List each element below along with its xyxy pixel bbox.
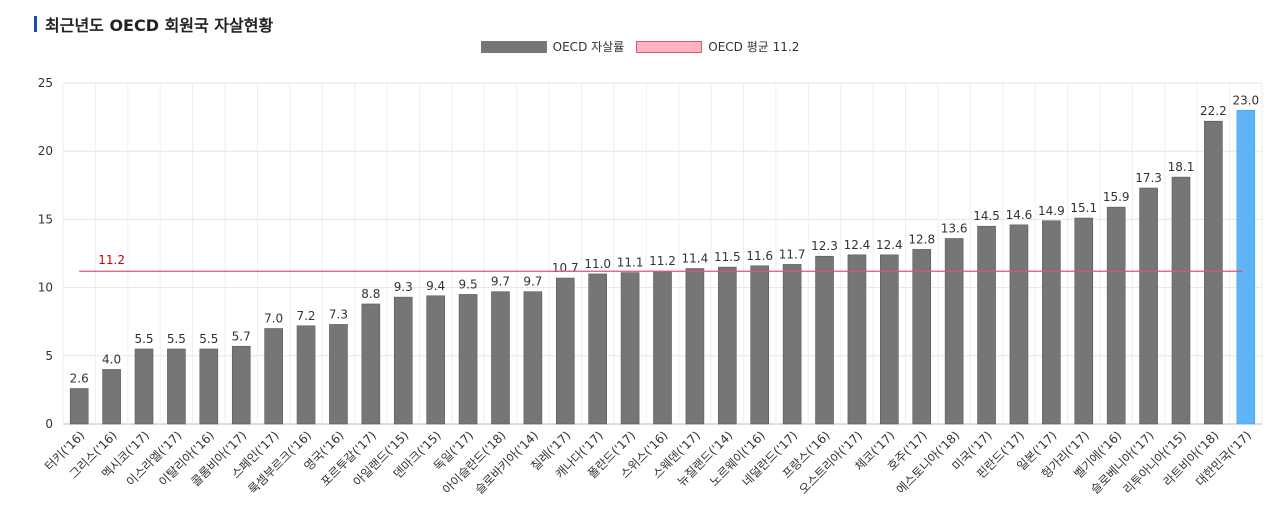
bar-value-label: 11.1 [617,256,644,270]
bar[interactable] [718,266,737,425]
bar[interactable] [102,369,121,425]
bar-value-label: 9.5 [459,277,478,291]
y-tick-label: 5 [45,349,53,363]
bar-value-label: 14.6 [1006,208,1033,222]
bar[interactable] [167,348,186,425]
bar-value-label: 10.7 [552,261,579,275]
bar[interactable] [620,272,640,425]
bar-value-label: 9.7 [523,275,542,289]
bar[interactable] [880,254,899,425]
title-accent-bar [34,16,37,32]
bar-value-label: 12.4 [876,238,903,252]
legend-item-suicide-rate[interactable]: OECD 자살률 [480,38,625,55]
bar[interactable] [1171,176,1191,425]
legend-label-oecd-average: OECD 평균 11.2 [708,40,800,54]
bar-value-label: 11.7 [779,247,806,261]
y-tick-label: 15 [38,212,53,226]
bar[interactable] [912,249,932,425]
bar-value-label: 9.4 [426,279,445,293]
bar[interactable] [393,296,413,425]
bar[interactable] [199,348,219,425]
bar-value-label: 12.8 [908,232,935,246]
bar-value-label: 9.7 [491,275,510,289]
bar[interactable] [1074,217,1094,425]
bar[interactable] [815,255,834,425]
bar-value-label: 8.8 [361,287,380,301]
chart-legend: OECD 자살률 OECD 평균 11.2 [0,38,1280,55]
bar-value-label: 17.3 [1135,171,1162,185]
bar[interactable] [847,254,867,425]
bar[interactable] [361,303,381,425]
bar-value-label: 11.2 [649,254,676,268]
chart-title-area: 최근년도 OECD 회원국 자살현황 [34,12,273,36]
bar[interactable] [296,325,316,425]
bar-value-label: 9.3 [394,280,413,294]
bar[interactable] [750,265,770,425]
bar[interactable] [685,268,705,425]
bar-value-label: 23.0 [1232,93,1259,107]
legend-label-suicide-rate: OECD 자살률 [552,40,625,54]
legend-swatch-average [636,40,703,53]
bar-value-label: 5.7 [232,329,251,343]
bar-value-label: 18.1 [1168,160,1195,174]
bar-value-label: 15.1 [1070,201,1097,215]
bar[interactable] [1106,206,1126,425]
y-tick-label: 0 [45,417,53,431]
bar[interactable] [426,295,445,425]
bar[interactable] [134,348,154,425]
bar[interactable] [231,345,251,425]
bar[interactable] [491,291,510,425]
bar[interactable] [523,291,543,425]
bar-value-label: 5.5 [167,332,186,346]
bar[interactable] [555,277,575,425]
bar[interactable] [1139,187,1158,425]
bar-value-label: 11.5 [714,250,741,264]
bar[interactable] [653,270,672,425]
bar-value-label: 15.9 [1103,190,1130,204]
bar-value-label: 11.4 [682,252,709,266]
y-tick-label: 10 [38,281,53,295]
bar-value-label: 14.9 [1038,204,1065,218]
bar[interactable] [329,324,348,425]
bar-value-label: 12.3 [811,239,838,253]
bar-value-label: 22.2 [1200,104,1227,118]
bar[interactable] [1204,120,1223,425]
bar-value-label: 11.0 [584,257,611,271]
bar-value-label: 5.5 [134,332,153,346]
bar-value-label: 14.5 [973,209,1000,223]
bar-value-label: 7.3 [329,307,348,321]
oecd-average-label: 11.2 [98,253,125,267]
bar[interactable] [782,264,802,425]
bar[interactable] [1009,224,1029,425]
y-tick-label: 25 [38,76,53,90]
bar[interactable] [944,238,964,425]
legend-swatch-bar [480,40,547,53]
bar-value-label: 5.5 [199,332,218,346]
bar[interactable] [1042,220,1061,425]
bar-value-label: 4.0 [102,352,121,366]
bar-value-label: 12.4 [844,238,871,252]
bar[interactable] [264,328,283,425]
bar[interactable] [458,294,478,425]
bar-value-label: 2.6 [70,372,89,386]
bar[interactable] [1236,109,1256,425]
bar[interactable] [977,225,996,425]
bar-value-label: 13.6 [941,221,968,235]
page-title: 최근년도 OECD 회원국 자살현황 [45,16,274,35]
bar[interactable] [588,273,607,425]
bar-value-label: 7.0 [264,312,283,326]
legend-item-oecd-average[interactable]: OECD 평균 11.2 [636,38,799,55]
bar-value-label: 7.2 [296,309,315,323]
y-tick-label: 20 [38,144,53,158]
bar-value-label: 11.6 [746,249,773,263]
bar[interactable] [69,388,89,425]
